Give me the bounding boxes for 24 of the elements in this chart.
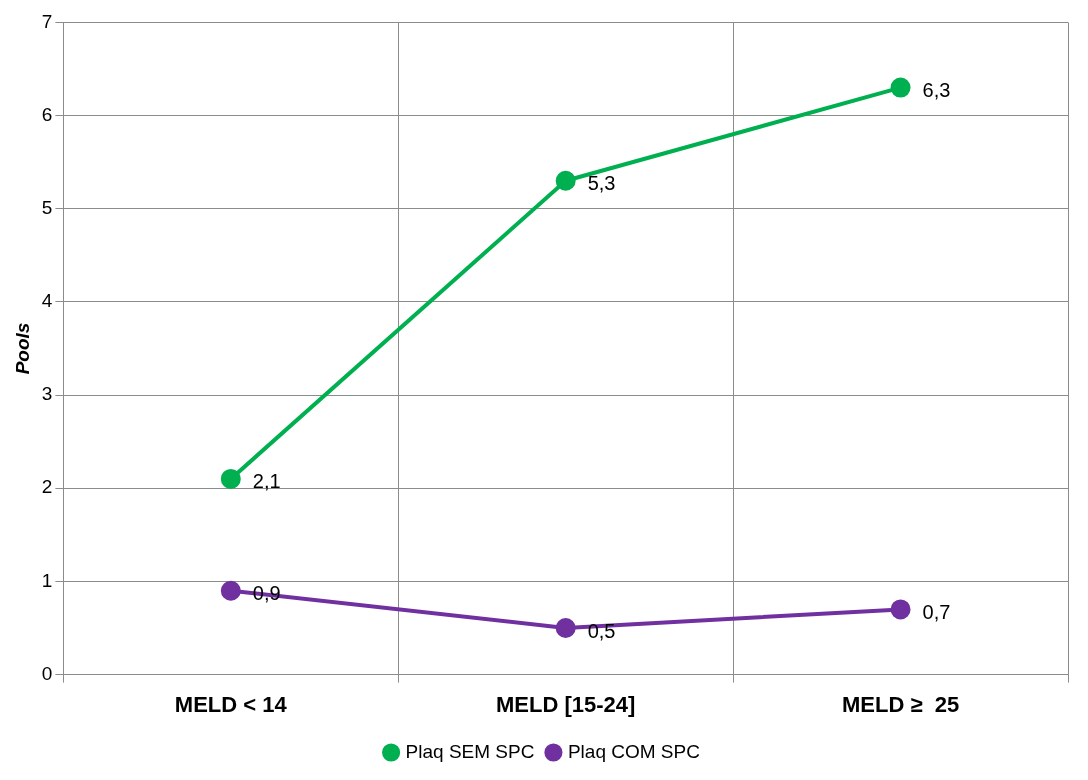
y-tick-label: 4: [41, 290, 53, 312]
data-label: 5,3: [587, 172, 616, 195]
y-tick-label: 3: [41, 383, 53, 405]
data-label: 6,3: [922, 79, 951, 102]
y-tick-label: 1: [41, 569, 53, 591]
y-tick-label: 5: [41, 196, 53, 218]
legend-label: Plaq COM SPC: [567, 740, 700, 762]
x-tick-label: MELD < 14: [174, 691, 288, 717]
data-label: 0,7: [922, 600, 951, 623]
point: [555, 618, 576, 639]
point: [890, 599, 911, 620]
y-axis-title: Pools: [11, 322, 33, 375]
y-tick-label: 0: [41, 662, 53, 684]
point: [220, 468, 241, 489]
point: [555, 170, 576, 191]
y-tick-label: 6: [41, 103, 53, 125]
legend-label: Plaq SEM SPC: [405, 740, 535, 762]
y-tick-label: 2: [41, 476, 53, 498]
y-tick-label: 7: [41, 10, 53, 32]
point: [220, 580, 241, 601]
data-label: 2,1: [252, 470, 281, 493]
x-tick-label: MELD ≥ 25: [841, 691, 960, 717]
point: [890, 77, 911, 98]
x-tick-label: MELD [15-24]: [496, 691, 636, 717]
